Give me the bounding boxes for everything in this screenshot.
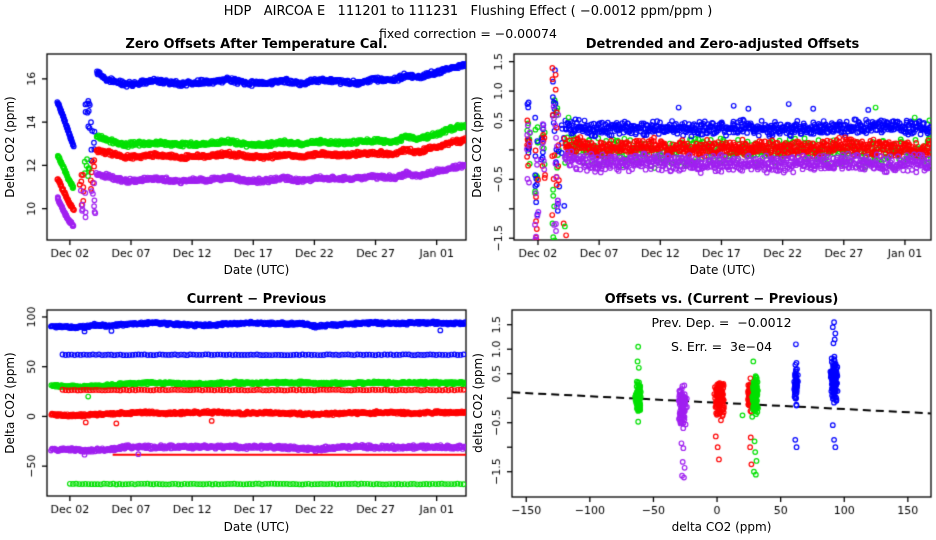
figure-subtitle: fixed correction = −0.00074 <box>379 26 557 41</box>
panel-title-current-previous: Current − Previous <box>186 292 327 307</box>
panel-title-offsets-vs: Offsets vs. (Current − Previous) <box>604 292 839 307</box>
y-axis-label-bottom-left: Delta CO2 (ppm) <box>3 352 17 454</box>
panel-title-detrended-offsets: Detrended and Zero-adjusted Offsets <box>585 37 860 52</box>
y-axis-label-bottom-right: delta CO2 (ppm) <box>471 353 485 453</box>
annotation-std-err: S. Err. = 3e−04 <box>670 339 773 354</box>
y-axis-label-top-left: Delta CO2 (ppm) <box>3 96 17 198</box>
x-axis-label-bottom-right: delta CO2 (ppm) <box>671 520 772 534</box>
panel-title-zero-offsets: Zero Offsets After Temperature Cal. <box>125 37 388 52</box>
x-axis-label-bottom-left: Date (UTC) <box>223 520 290 534</box>
y-axis-label-top-right: Delta CO2 (ppm) <box>470 96 484 198</box>
x-axis-label-top-right: Date (UTC) <box>689 263 756 277</box>
annotation-prev-dep: Prev. Dep. = −0.0012 <box>651 315 792 330</box>
x-axis-label-top-left: Date (UTC) <box>223 263 290 277</box>
figure-title: HDP AIRCOA E 111201 to 111231 Flushing E… <box>223 4 713 19</box>
